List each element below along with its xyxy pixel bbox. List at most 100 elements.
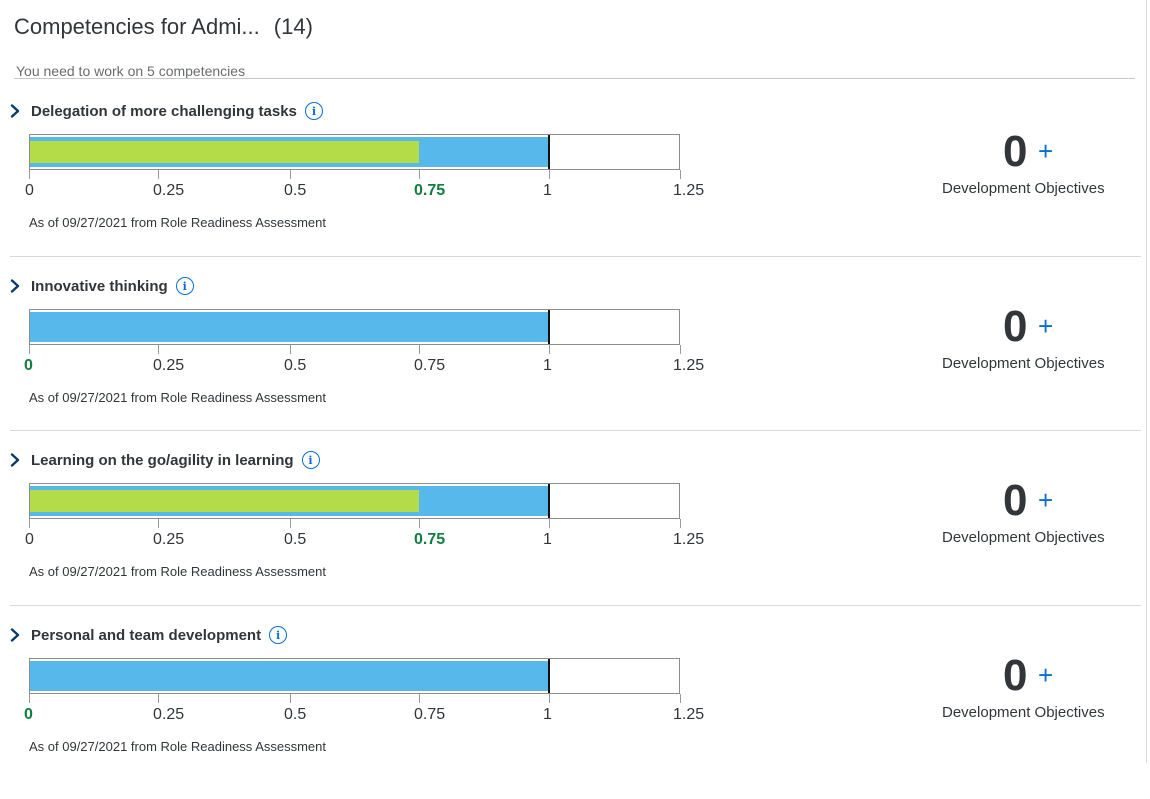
info-icon[interactable]: i [304, 102, 323, 120]
axis-tick-label: 1 [543, 182, 552, 199]
axis-tick-mark [680, 694, 681, 703]
panel-title-text: Competencies for Admi... [14, 14, 260, 39]
axis-tick-mark [29, 519, 30, 528]
add-objective-button[interactable]: + [1038, 311, 1054, 341]
axis-tick-mark [680, 345, 681, 354]
axis-tick-label: 1.25 [673, 182, 705, 199]
axis-tick-mark [549, 170, 550, 179]
axis-tick-label: 0.5 [284, 182, 307, 199]
axis-tick-label: 0 [25, 182, 34, 199]
add-objective-button[interactable]: + [1038, 136, 1054, 166]
axis-tick-label: 1.25 [673, 531, 705, 548]
target-marker [548, 659, 551, 693]
axis-tick-label: 1.25 [673, 357, 705, 374]
axis-tick-mark [419, 345, 420, 354]
competency-expand-toggle[interactable]: Delegation of more challenging tasks i [8, 100, 323, 122]
chevron-right-icon [10, 279, 20, 293]
competency-expand-toggle[interactable]: Learning on the go/agility in learning i [8, 449, 320, 471]
axis-tick-mark [680, 170, 681, 179]
assessment-source: As of 09/27/2021 from Role Readiness Ass… [29, 739, 326, 754]
competency-row: Delegation of more challenging tasks i 0… [0, 100, 1146, 275]
axis-tick-mark [290, 694, 291, 703]
axis-tick-mark [158, 345, 159, 354]
actual-level-bar [30, 141, 420, 163]
axis-tick-label: 0.25 [153, 531, 185, 548]
axis-tick-label: 1 [543, 531, 552, 548]
objectives-label: Development Objectives [942, 355, 1105, 372]
panel-title: Competencies for Admi... (14) [14, 14, 313, 40]
axis-tick-label: 0.25 [153, 357, 185, 374]
axis-tick-label: 0.5 [284, 531, 307, 548]
objectives-count: 0 [1003, 302, 1028, 351]
chevron-right-icon [10, 628, 20, 642]
axis-tick-label: 0.5 [284, 357, 307, 374]
competency-row: Learning on the go/agility in learning i… [0, 430, 1146, 624]
row-divider [10, 256, 1141, 257]
chevron-right-icon [10, 453, 20, 467]
objectives-count: 0 [1003, 651, 1028, 700]
actual-level-bar [30, 490, 420, 512]
axis-tick-mark [290, 170, 291, 179]
info-icon[interactable]: i [269, 626, 288, 644]
axis-tick-mark [158, 519, 159, 528]
axis-tick-mark [158, 694, 159, 703]
objectives-label: Development Objectives [942, 704, 1105, 721]
axis-tick-mark [549, 694, 550, 703]
assessment-source: As of 09/27/2021 from Role Readiness Ass… [29, 390, 326, 405]
readiness-bar [29, 309, 680, 345]
axis-tick-label: 1 [543, 357, 552, 374]
header-divider [14, 78, 1135, 79]
competency-name: Personal and team development [31, 626, 262, 644]
add-objective-button[interactable]: + [1038, 485, 1054, 515]
row-divider [10, 605, 1141, 606]
axis-tick-label: 0.25 [153, 706, 185, 723]
axis-tick-label: 1.25 [673, 706, 705, 723]
competency-summary: You need to work on 5 competencies [16, 63, 246, 79]
axis-tick-mark [419, 694, 420, 703]
axis-tick-mark [680, 519, 681, 528]
competency-name: Learning on the go/agility in learning [31, 451, 294, 469]
competency-row: Innovative thinking i 0 0.25 0.5 0.75 1 1.25 … [0, 256, 1146, 450]
axis-tick-mark [419, 519, 420, 528]
competency-name: Innovative thinking [31, 277, 168, 295]
competency-count: (14) [273, 14, 313, 39]
panel-right-border [1146, 0, 1147, 763]
assessment-source: As of 09/27/2021 from Role Readiness Ass… [29, 564, 326, 579]
readiness-bar [29, 658, 680, 694]
axis-tick-mark [29, 345, 30, 354]
axis-tick-label: 0.75 [414, 706, 446, 723]
row-divider [10, 430, 1141, 431]
axis-tick-mark [290, 345, 291, 354]
add-objective-button[interactable]: + [1038, 660, 1054, 690]
objectives-count: 0 [1003, 127, 1028, 176]
axis-tick-label: 1 [543, 706, 552, 723]
axis-tick-label: 0.25 [153, 182, 185, 199]
readiness-bar [29, 483, 680, 519]
info-icon[interactable]: i [301, 451, 320, 469]
target-marker [548, 310, 551, 344]
axis-tick-label: 0.5 [284, 706, 307, 723]
axis-tick-mark [290, 519, 291, 528]
axis-tick-label: 0.75 [414, 182, 446, 199]
expected-level-bar [30, 661, 550, 691]
expected-level-bar [30, 312, 550, 342]
axis-tick-mark [158, 170, 159, 179]
axis-tick-label: 0 [24, 357, 33, 374]
competency-row: Personal and team development i 0 0.25 0.5… [0, 605, 1146, 799]
axis-tick-mark [419, 170, 420, 179]
axis-tick-mark [549, 345, 550, 354]
axis-tick-mark [29, 170, 30, 179]
chevron-right-icon [10, 104, 20, 118]
axis-tick-label: 0 [24, 706, 33, 723]
axis-tick-label: 0.75 [414, 357, 446, 374]
objectives-count: 0 [1003, 476, 1028, 525]
competency-expand-toggle[interactable]: Innovative thinking i [8, 275, 194, 297]
target-marker [548, 484, 551, 518]
competency-expand-toggle[interactable]: Personal and team development i [8, 624, 288, 646]
assessment-source: As of 09/27/2021 from Role Readiness Ass… [29, 215, 326, 230]
objectives-label: Development Objectives [942, 180, 1105, 197]
objectives-label: Development Objectives [942, 529, 1105, 546]
info-icon[interactable]: i [175, 277, 194, 295]
axis-tick-label: 0 [25, 531, 34, 548]
axis-tick-mark [549, 519, 550, 528]
